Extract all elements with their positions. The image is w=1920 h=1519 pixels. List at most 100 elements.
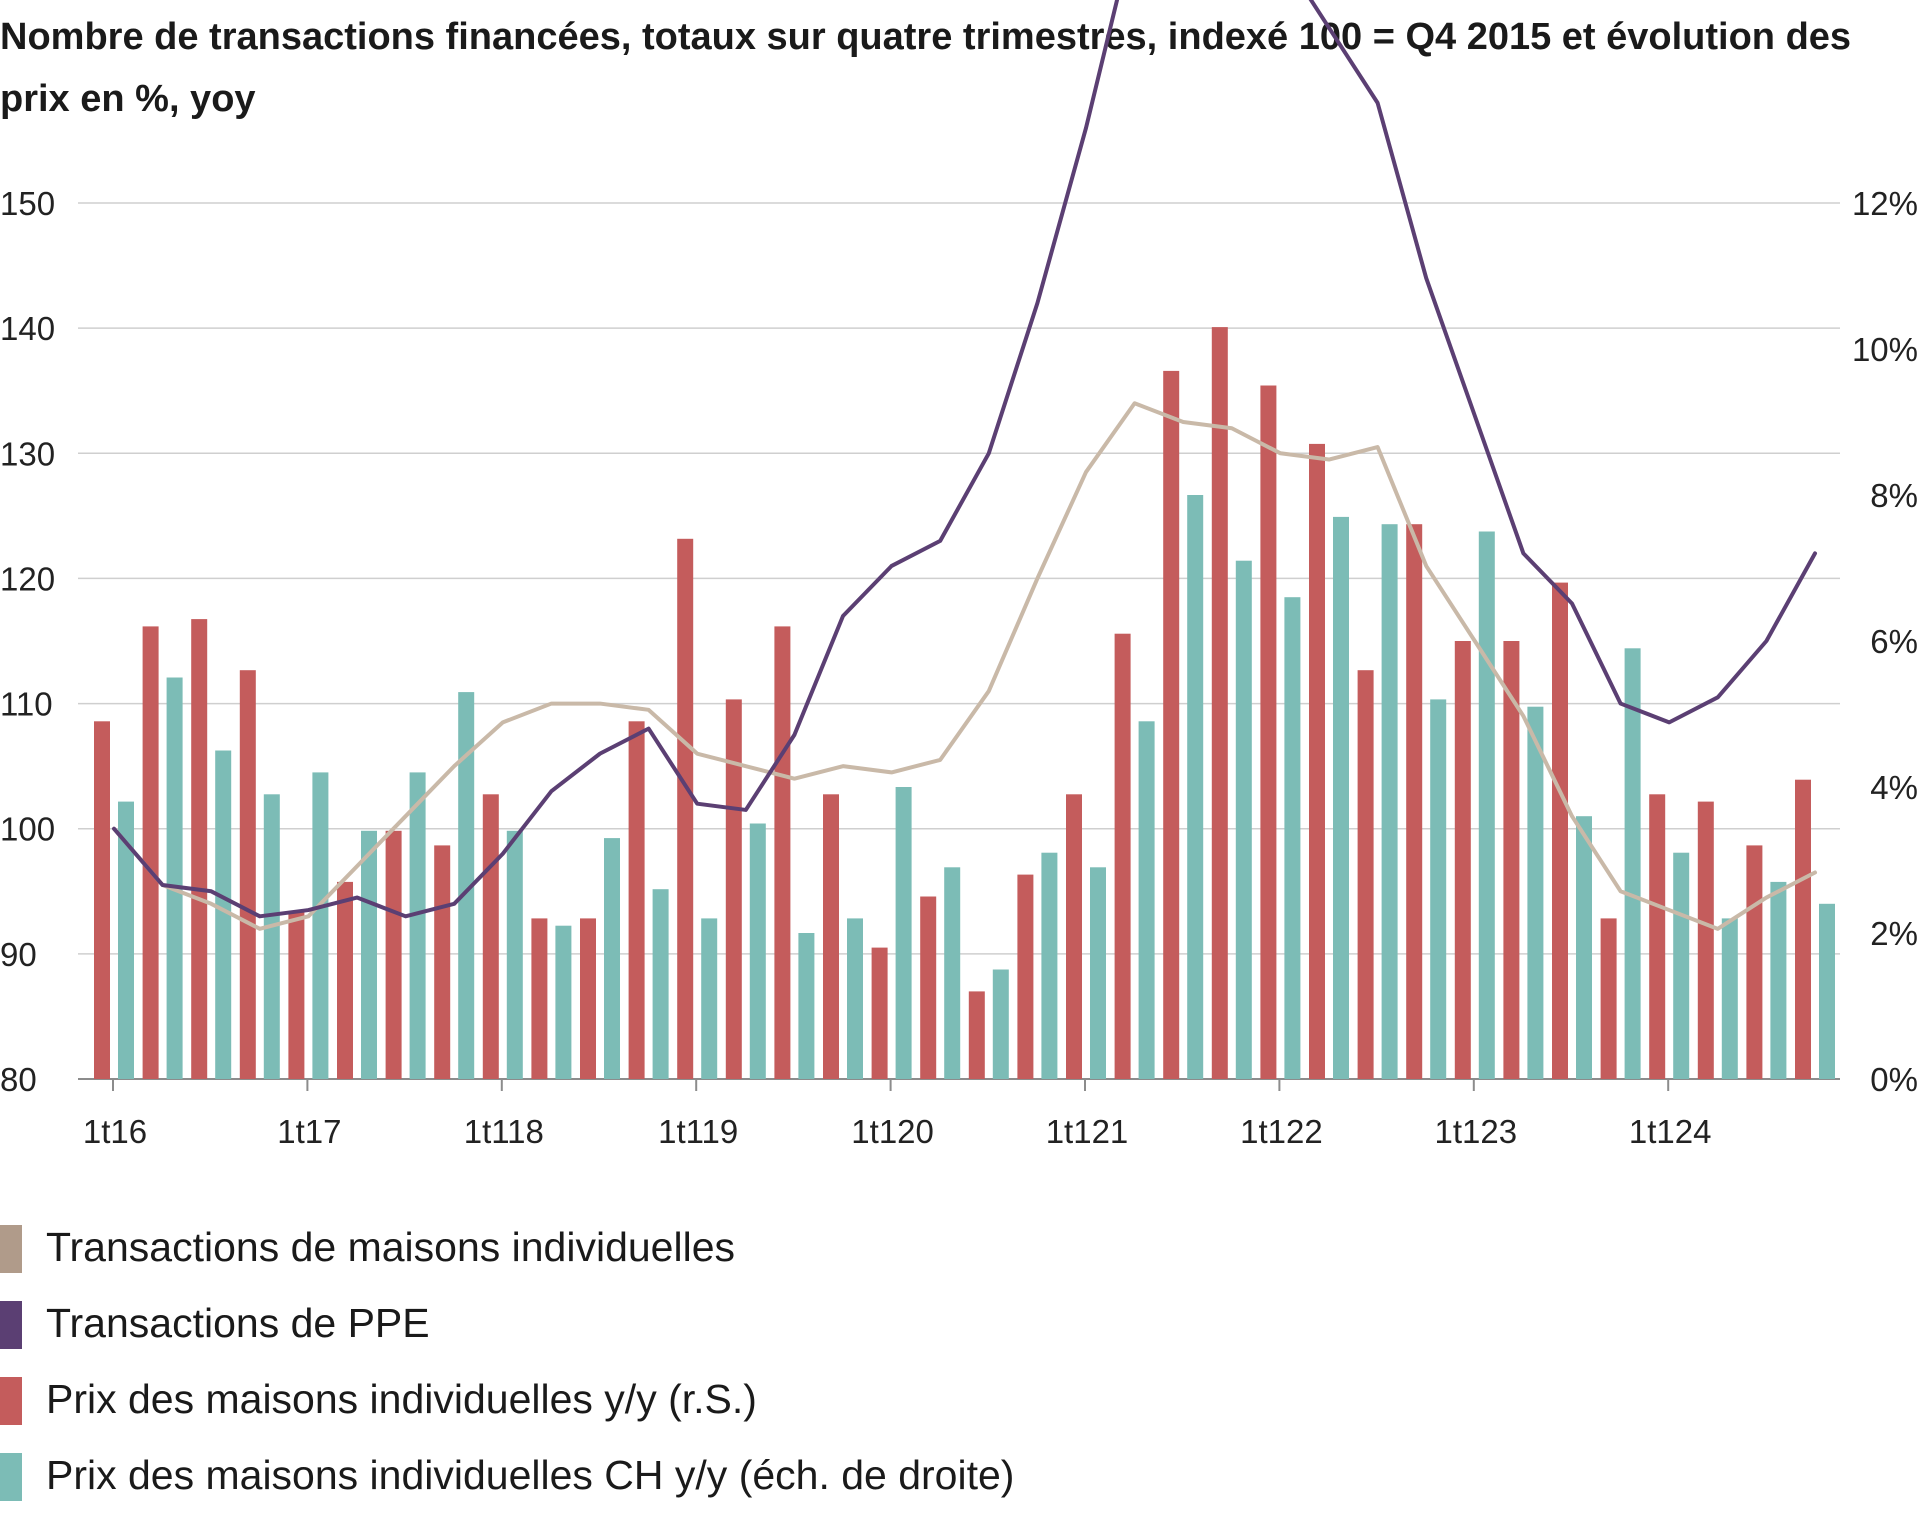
y-left-tick-label: 90 <box>0 936 37 973</box>
bar-prix <box>531 918 548 1079</box>
bar-prix <box>725 699 742 1079</box>
bar-prix <box>191 619 208 1079</box>
bar-prix-ch <box>1819 903 1835 1079</box>
legend-swatch-maisons <box>0 1225 22 1273</box>
bar-prix <box>337 881 353 1079</box>
y-right-tick-label: 0% <box>1870 1061 1918 1098</box>
bar-prix <box>1309 443 1325 1079</box>
x-tick-label: 1t121 <box>1046 1113 1129 1150</box>
bar-prix <box>774 626 791 1079</box>
bar-prix-ch <box>555 925 572 1079</box>
y-left-tick-label: 150 <box>0 185 55 222</box>
bars <box>94 327 1835 1080</box>
legend-swatch-prix-ch <box>0 1453 22 1501</box>
bar-prix-ch <box>944 867 961 1079</box>
series-lines <box>112 0 1817 931</box>
bar-prix-ch <box>1187 495 1204 1079</box>
line-ppe <box>112 0 1817 919</box>
axes: 80 90 100 110 120 130 140 150 0% 2% 4% 6% 8% 10% 12% 1t… <box>0 185 1918 1150</box>
bar-prix <box>239 670 256 1079</box>
y-left-tick-label: 140 <box>0 310 55 347</box>
bar-prix <box>628 721 645 1079</box>
bar-prix <box>1649 794 1666 1079</box>
bar-prix <box>1454 641 1471 1079</box>
bar-prix-ch <box>361 830 377 1079</box>
y-left-tick-label: 120 <box>0 560 55 597</box>
bar-prix-ch <box>118 801 134 1079</box>
bar-prix-ch <box>1430 699 1447 1079</box>
bar-prix <box>920 896 937 1079</box>
bar-prix <box>1260 385 1277 1079</box>
bar-prix-ch <box>506 830 523 1079</box>
bar-prix <box>482 794 499 1079</box>
bar-prix-ch <box>604 838 620 1079</box>
bar-prix <box>1503 641 1520 1079</box>
legend-label-maisons: Transactions de maisons individuelles <box>46 1224 735 1270</box>
bar-prix <box>288 911 305 1079</box>
y-right-tick-label: 8% <box>1870 477 1918 514</box>
bar-prix <box>1163 370 1180 1079</box>
x-tick-label: 1t17 <box>277 1113 341 1150</box>
y-left-tick-label: 130 <box>0 435 55 472</box>
bar-prix-ch <box>1527 706 1544 1079</box>
bar-prix-ch <box>1478 531 1495 1079</box>
bar-prix-ch <box>166 677 183 1079</box>
bar-prix <box>94 721 110 1079</box>
x-tick-label: 1t119 <box>658 1113 738 1150</box>
bar-prix <box>1600 918 1617 1079</box>
bar-prix-ch <box>1090 867 1106 1079</box>
bar-prix-ch <box>1673 852 1690 1079</box>
bar-prix-ch <box>312 772 329 1079</box>
bar-prix-ch <box>1770 881 1787 1079</box>
bar-prix-ch <box>1721 918 1738 1079</box>
y-right-tick-label: 10% <box>1852 331 1918 368</box>
bar-prix-ch <box>992 969 1009 1079</box>
legend-label-prix-ch: Prix des maisons individuelles CH y/y (é… <box>46 1452 1015 1498</box>
bar-prix <box>1211 327 1228 1080</box>
bar-prix-ch <box>263 794 280 1079</box>
legend-label-ppe: Transactions de PPE <box>46 1300 430 1346</box>
bar-prix-ch <box>1138 721 1155 1079</box>
x-tick-label: 1t120 <box>851 1113 934 1150</box>
bar-prix-ch <box>1235 560 1252 1079</box>
x-tick-label: 1t122 <box>1240 1113 1323 1150</box>
bar-prix <box>434 845 451 1079</box>
bar-prix-ch <box>798 933 815 1079</box>
bar-prix-ch <box>409 772 426 1079</box>
bar-prix-ch <box>847 918 863 1079</box>
bar-prix-ch <box>458 692 475 1079</box>
bar-prix-ch <box>701 918 718 1079</box>
bar-prix <box>677 538 694 1079</box>
bar-prix-ch <box>215 750 232 1079</box>
bar-prix <box>1795 779 1811 1079</box>
y-right-tick-label: 12% <box>1852 185 1918 222</box>
y-right-tick-label: 6% <box>1870 623 1918 660</box>
bar-prix <box>1746 845 1763 1079</box>
bar-prix-ch <box>895 787 912 1079</box>
bar-prix <box>968 991 985 1079</box>
legend-swatch-prix <box>0 1377 22 1425</box>
bar-prix <box>823 794 839 1079</box>
y-right-tick-label: 4% <box>1870 769 1918 806</box>
bar-prix-ch <box>749 823 766 1079</box>
y-left-tick-label: 110 <box>0 686 53 723</box>
bar-prix <box>871 947 888 1079</box>
chart-title: Nombre de transactions financées, totaux… <box>0 16 1852 120</box>
bar-prix <box>1114 633 1131 1079</box>
bar-prix <box>385 830 402 1079</box>
x-tick-label: 1t123 <box>1435 1113 1518 1150</box>
chart-canvas: 80 90 100 110 120 130 140 150 0% 2% 4% 6% 8% 10% 12% 1t… <box>0 0 1918 1150</box>
bar-prix-ch <box>1624 648 1641 1079</box>
y-left-tick-label: 80 <box>0 1061 37 1098</box>
y-left-tick-label: 100 <box>0 811 55 848</box>
bar-prix <box>1357 670 1374 1079</box>
y-right-tick-label: 2% <box>1870 915 1918 952</box>
bar-prix <box>1406 524 1423 1079</box>
bar-prix-ch <box>652 889 669 1079</box>
line-maisons <box>112 401 1817 931</box>
bar-prix <box>1552 582 1568 1079</box>
x-tick-label: 1t118 <box>464 1113 544 1150</box>
x-tick-label: 1t124 <box>1629 1113 1712 1150</box>
bar-prix-ch <box>1284 597 1301 1079</box>
bar-prix <box>1017 874 1034 1079</box>
